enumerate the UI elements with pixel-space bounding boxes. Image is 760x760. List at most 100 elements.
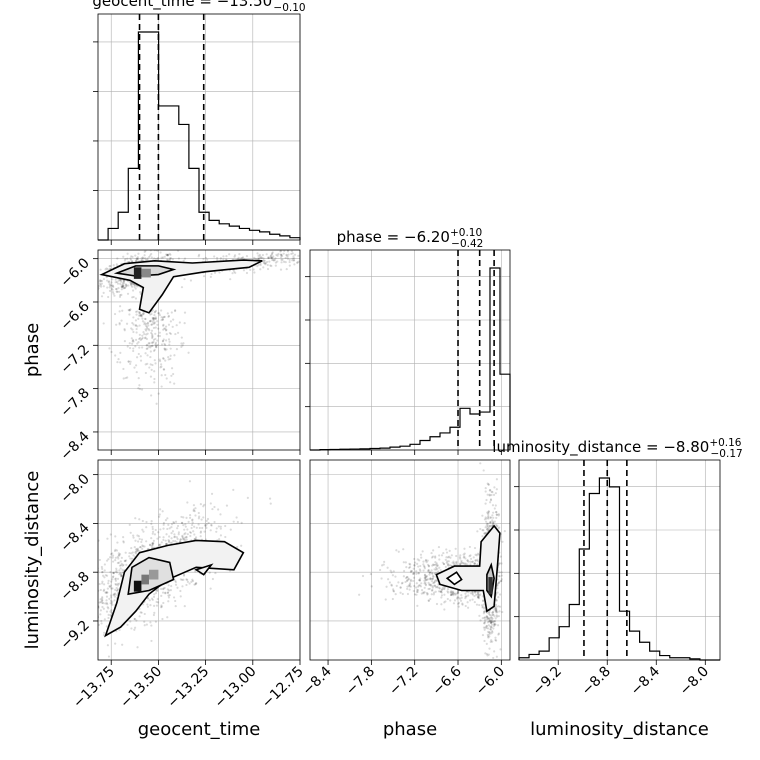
sample-point: [133, 617, 136, 621]
sample-point: [158, 331, 161, 334]
sample-point: [96, 564, 98, 566]
sample-point: [100, 619, 103, 623]
sample-point: [113, 599, 116, 602]
scatter-panel-geocent_time-phase: [98, 250, 300, 450]
sample-point: [483, 518, 487, 521]
sample-point: [164, 359, 167, 362]
sample-point: [154, 362, 157, 365]
sample-point: [105, 602, 108, 605]
sample-point: [129, 362, 132, 366]
sample-point: [406, 579, 409, 583]
sample-point: [447, 564, 450, 567]
sample-point: [114, 354, 117, 357]
sample-point: [111, 603, 114, 606]
sample-point: [473, 562, 476, 565]
sample-point: [160, 374, 163, 377]
sample-point: [241, 256, 245, 259]
sample-point: [109, 533, 112, 536]
sample-point: [144, 258, 147, 262]
ytick-label: −9.2: [57, 617, 92, 652]
sample-point: [119, 305, 122, 308]
sample-point: [401, 592, 404, 596]
sample-point: [137, 387, 140, 390]
sample-point: [115, 290, 118, 293]
sample-point: [434, 563, 437, 566]
sample-point: [490, 614, 493, 617]
sample-point: [156, 257, 159, 260]
density-contour: [104, 539, 245, 638]
sample-point: [491, 617, 494, 620]
sample-point: [482, 603, 486, 606]
sample-point: [494, 607, 497, 610]
sample-point: [494, 609, 497, 612]
sample-point: [280, 258, 283, 261]
sample-point: [492, 610, 495, 613]
sample-point: [491, 611, 494, 614]
sample-point: [173, 535, 177, 538]
sample-point: [378, 568, 382, 572]
sample-point: [109, 614, 112, 617]
sample-point: [493, 486, 496, 489]
sample-point: [107, 295, 110, 299]
sample-point: [415, 582, 418, 585]
sample-point: [489, 621, 493, 625]
sample-point: [167, 594, 170, 597]
sample-point: [168, 539, 171, 543]
sample-point: [460, 561, 463, 564]
sample-point: [272, 259, 275, 262]
sample-point: [402, 548, 405, 551]
sample-point: [484, 516, 487, 519]
sample-point: [188, 480, 192, 483]
sample-point: [495, 599, 498, 602]
sample-point: [206, 258, 209, 261]
sample-point: [93, 651, 95, 653]
sample-point: [114, 535, 117, 538]
sample-point: [125, 283, 128, 287]
sample-point: [174, 583, 178, 586]
sample-point: [166, 253, 169, 256]
sample-point: [170, 525, 173, 529]
sample-point: [478, 614, 481, 617]
sample-point: [84, 601, 86, 603]
sample-point: [164, 339, 168, 342]
sample-point: [219, 527, 222, 530]
sample-point: [174, 332, 177, 336]
sample-point: [169, 381, 172, 384]
sample-point: [260, 256, 263, 260]
sample-point: [107, 613, 110, 616]
sample-point: [150, 323, 153, 326]
sample-point: [500, 579, 503, 583]
sample-point: [140, 314, 143, 318]
sample-point: [213, 505, 216, 509]
sample-point: [116, 361, 119, 364]
sample-point: [167, 600, 170, 603]
sample-point: [426, 563, 430, 566]
sample-point: [180, 515, 183, 519]
sample-point: [471, 560, 474, 564]
sample-point: [172, 539, 175, 543]
sample-point: [416, 604, 419, 607]
sample-point: [145, 344, 148, 347]
sample-point: [179, 589, 182, 593]
sample-point: [211, 577, 215, 581]
sample-point: [485, 625, 488, 628]
sample-point: [210, 272, 213, 276]
sample-point: [435, 562, 438, 565]
sample-point: [128, 280, 131, 284]
sample-point: [108, 585, 111, 588]
sample-point: [406, 592, 410, 596]
sample-point: [434, 568, 438, 571]
sample-point: [479, 527, 482, 531]
sample-point: [424, 581, 427, 584]
sample-point: [135, 356, 139, 359]
sample-point: [205, 526, 208, 530]
sample-point: [150, 312, 153, 316]
sample-point: [154, 317, 158, 320]
sample-point: [432, 563, 435, 566]
sample-point: [143, 612, 146, 616]
sample-point: [98, 280, 101, 283]
panel-content: [84, 460, 300, 660]
sample-point: [417, 572, 420, 575]
sample-point: [484, 626, 487, 629]
xtick-label: −8.8: [579, 664, 614, 699]
